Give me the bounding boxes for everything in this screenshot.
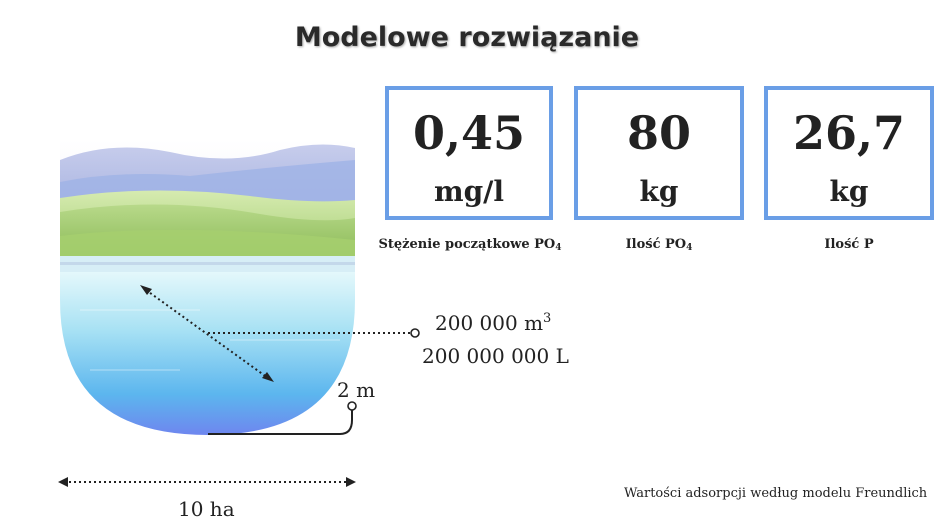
area-label: 10 ha (178, 497, 235, 521)
depth-label: 2 m (337, 378, 376, 402)
po4-amount-box: 80 kg (574, 86, 744, 220)
initial-concentration-unit: mg/l (433, 175, 505, 208)
volume-m3-label: 200 000 m3 (435, 311, 552, 335)
diagonal-arrow (140, 285, 274, 382)
po4-amount-unit: kg (639, 175, 679, 208)
p-amount-caption: Ilość P (824, 237, 874, 252)
initial-concentration-caption: Stężenie początkowe PO4 (378, 237, 562, 253)
volume-liters-label: 200 000 000 L (422, 344, 569, 368)
p-amount-box: 26,7 kg (764, 86, 934, 220)
po4-amount-caption: Ilość PO4 (625, 237, 693, 253)
landscape (60, 140, 355, 272)
depth-pointer (208, 401, 357, 435)
initial-concentration-box: 0,45 mg/l (385, 86, 553, 220)
volume-pointer (208, 328, 420, 338)
page-title: Modelowe rozwiązanie (294, 22, 640, 53)
initial-concentration-value: 0,45 (412, 106, 526, 160)
area-arrow (58, 477, 356, 487)
p-amount-unit: kg (829, 175, 869, 208)
p-amount-value: 26,7 (792, 106, 906, 160)
po4-amount-value: 80 (626, 106, 691, 160)
freundlich-note: Wartości adsorpcji według modelu Freundl… (624, 486, 928, 501)
water-body (60, 272, 355, 435)
